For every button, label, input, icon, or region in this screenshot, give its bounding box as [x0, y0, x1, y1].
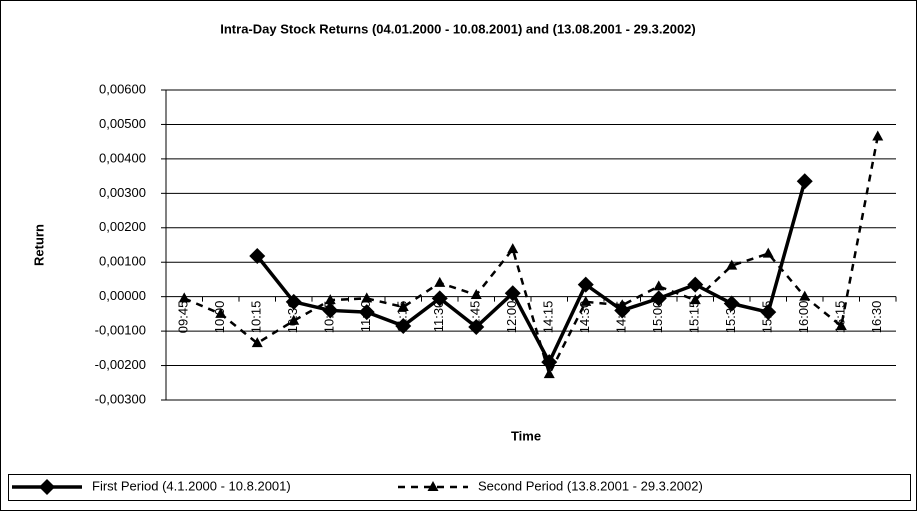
diamond-marker — [468, 318, 485, 335]
triangle-marker — [689, 294, 701, 305]
triangle-marker — [434, 276, 446, 287]
y-tick-label: -0,00200 — [95, 357, 146, 372]
triangle-marker — [653, 280, 665, 291]
diamond-marker — [650, 290, 667, 307]
triangle-marker — [288, 314, 300, 325]
x-tick-label: 12:00 — [504, 301, 519, 334]
triangle-marker — [835, 319, 847, 330]
y-tick-label: 0,00600 — [99, 81, 146, 96]
x-tick-label: 15:15 — [687, 301, 702, 334]
x-tick-label: 15:00 — [650, 301, 665, 334]
triangle-marker — [397, 301, 409, 311]
x-tick-label: 14:15 — [541, 301, 556, 334]
triangle-marker — [324, 294, 336, 305]
diamond-marker — [760, 304, 777, 321]
x-tick-label: 10:15 — [249, 301, 264, 334]
diamond-marker — [723, 295, 740, 312]
triangle-marker — [543, 368, 555, 379]
y-tick-label: 0,00500 — [99, 116, 146, 131]
series-line — [255, 180, 807, 367]
y-tick-label: 0,00200 — [99, 219, 146, 234]
series-line — [183, 136, 879, 378]
y-tick-label: 0,00100 — [99, 254, 146, 269]
diamond-marker — [687, 276, 704, 293]
diamond-marker — [504, 285, 521, 302]
triangle-marker — [762, 247, 774, 258]
diamond-marker — [431, 290, 448, 307]
triangle-marker — [580, 295, 592, 306]
y-tick-label: -0,00100 — [95, 323, 146, 338]
chart-title: Intra-Day Stock Returns (04.01.2000 - 10… — [220, 21, 695, 36]
diamond-marker — [285, 293, 302, 310]
y-tick-label: 0,00000 — [99, 288, 146, 303]
triangle-marker — [726, 259, 738, 270]
y-tick-label: -0,00300 — [95, 391, 146, 406]
triangle-marker — [616, 299, 628, 310]
diamond-marker — [249, 248, 266, 265]
y-tick-label: 0,00300 — [99, 185, 146, 200]
legend — [8, 474, 911, 501]
triangle-marker — [251, 337, 263, 348]
y-axis-label: Return — [31, 224, 46, 266]
triangle-marker — [507, 243, 519, 254]
x-axis-label: Time — [511, 428, 541, 443]
y-tick-label: 0,00400 — [99, 150, 146, 165]
legend-label: First Period (4.1.2000 - 10.8.2001) — [92, 478, 291, 493]
triangle-marker — [361, 292, 373, 303]
diamond-marker — [358, 304, 375, 321]
triangle-marker — [215, 307, 227, 318]
triangle-marker — [799, 290, 811, 301]
triangle-marker — [470, 288, 482, 299]
legend-label: Second Period (13.8.2001 - 29.3.2002) — [478, 478, 703, 493]
x-tick-label: 09:45 — [176, 301, 191, 334]
diamond-marker — [796, 173, 813, 190]
x-tick-label: 16:30 — [869, 301, 884, 334]
diamond-marker — [614, 302, 631, 319]
triangle-marker — [178, 292, 190, 303]
x-tick-label: 11:30 — [431, 301, 446, 333]
diamond-marker — [39, 479, 55, 495]
diamond-marker — [395, 317, 412, 334]
triangle-marker — [872, 130, 884, 141]
triangle-marker — [427, 481, 439, 491]
diamond-marker — [322, 302, 339, 319]
diamond-marker — [577, 276, 594, 293]
x-tick-label: 16:00 — [796, 301, 811, 334]
